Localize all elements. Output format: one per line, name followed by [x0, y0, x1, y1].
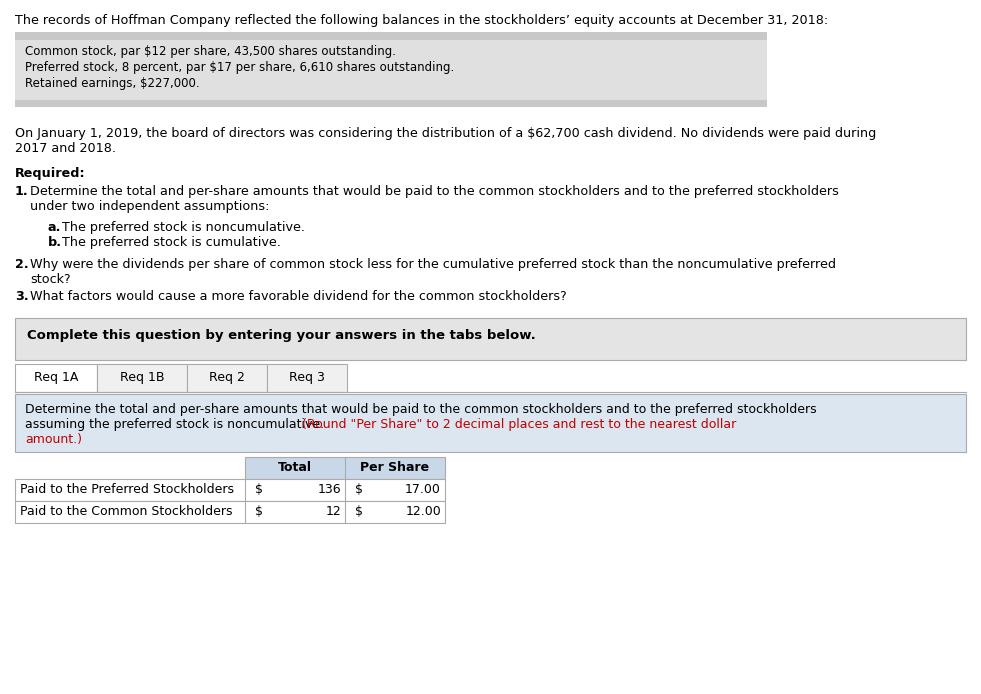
Bar — [15, 394, 966, 452]
Text: 136: 136 — [318, 483, 341, 496]
Text: 12.00: 12.00 — [405, 505, 441, 518]
Text: Retained earnings, $227,000.: Retained earnings, $227,000. — [25, 77, 199, 90]
Text: Why were the dividends per share of common stock less for the cumulative preferr: Why were the dividends per share of comm… — [30, 258, 836, 271]
Text: The preferred stock is noncumulative.: The preferred stock is noncumulative. — [58, 221, 305, 234]
Text: b.: b. — [48, 236, 62, 249]
Bar — [15, 501, 445, 523]
Text: (Round "Per Share" to 2 decimal places and rest to the nearest dollar: (Round "Per Share" to 2 decimal places a… — [302, 418, 737, 431]
Text: assuming the preferred stock is noncumulative.: assuming the preferred stock is noncumul… — [25, 418, 328, 431]
Text: Req 2: Req 2 — [209, 371, 245, 384]
Text: Preferred stock, 8 percent, par $17 per share, 6,610 shares outstanding.: Preferred stock, 8 percent, par $17 per … — [25, 61, 454, 74]
Bar — [15, 100, 767, 107]
Text: a.: a. — [48, 221, 62, 234]
Bar — [187, 364, 267, 392]
Bar — [267, 364, 347, 392]
Text: $: $ — [355, 483, 363, 496]
Text: 2017 and 2018.: 2017 and 2018. — [15, 142, 116, 155]
Bar — [97, 364, 187, 392]
Text: 3.: 3. — [15, 290, 28, 303]
Bar — [15, 364, 97, 392]
Text: Req 1B: Req 1B — [120, 371, 164, 384]
Text: stock?: stock? — [30, 273, 71, 286]
Text: Req 3: Req 3 — [289, 371, 325, 384]
Text: 2.: 2. — [15, 258, 28, 271]
Text: The records of Hoffman Company reflected the following balances in the stockhold: The records of Hoffman Company reflected… — [15, 14, 828, 27]
Text: Complete this question by entering your answers in the tabs below.: Complete this question by entering your … — [27, 329, 536, 342]
Bar — [15, 40, 767, 100]
Text: Determine the total and per-share amounts that would be paid to the common stock: Determine the total and per-share amount… — [30, 185, 839, 198]
Text: What factors would cause a more favorable dividend for the common stockholders?: What factors would cause a more favorabl… — [30, 290, 567, 303]
Text: The preferred stock is cumulative.: The preferred stock is cumulative. — [58, 236, 281, 249]
Bar — [15, 32, 767, 40]
Text: 1.: 1. — [15, 185, 28, 198]
Text: 17.00: 17.00 — [405, 483, 441, 496]
Text: Required:: Required: — [15, 167, 85, 180]
Text: Req 1A: Req 1A — [33, 371, 78, 384]
Text: under two independent assumptions:: under two independent assumptions: — [30, 200, 270, 213]
Text: Per Share: Per Share — [360, 461, 430, 474]
Text: $: $ — [255, 483, 263, 496]
Text: 12: 12 — [326, 505, 341, 518]
Bar — [245, 457, 445, 479]
Text: $: $ — [255, 505, 263, 518]
Text: amount.): amount.) — [25, 433, 82, 446]
Text: Total: Total — [278, 461, 312, 474]
Text: Determine the total and per-share amounts that would be paid to the common stock: Determine the total and per-share amount… — [25, 403, 816, 416]
Text: Common stock, par $12 per share, 43,500 shares outstanding.: Common stock, par $12 per share, 43,500 … — [25, 45, 396, 58]
Text: Paid to the Common Stockholders: Paid to the Common Stockholders — [20, 505, 232, 518]
Text: $: $ — [355, 505, 363, 518]
Text: Paid to the Preferred Stockholders: Paid to the Preferred Stockholders — [20, 483, 234, 496]
Text: On January 1, 2019, the board of directors was considering the distribution of a: On January 1, 2019, the board of directo… — [15, 127, 876, 140]
Bar — [15, 318, 966, 360]
Bar — [15, 479, 445, 501]
